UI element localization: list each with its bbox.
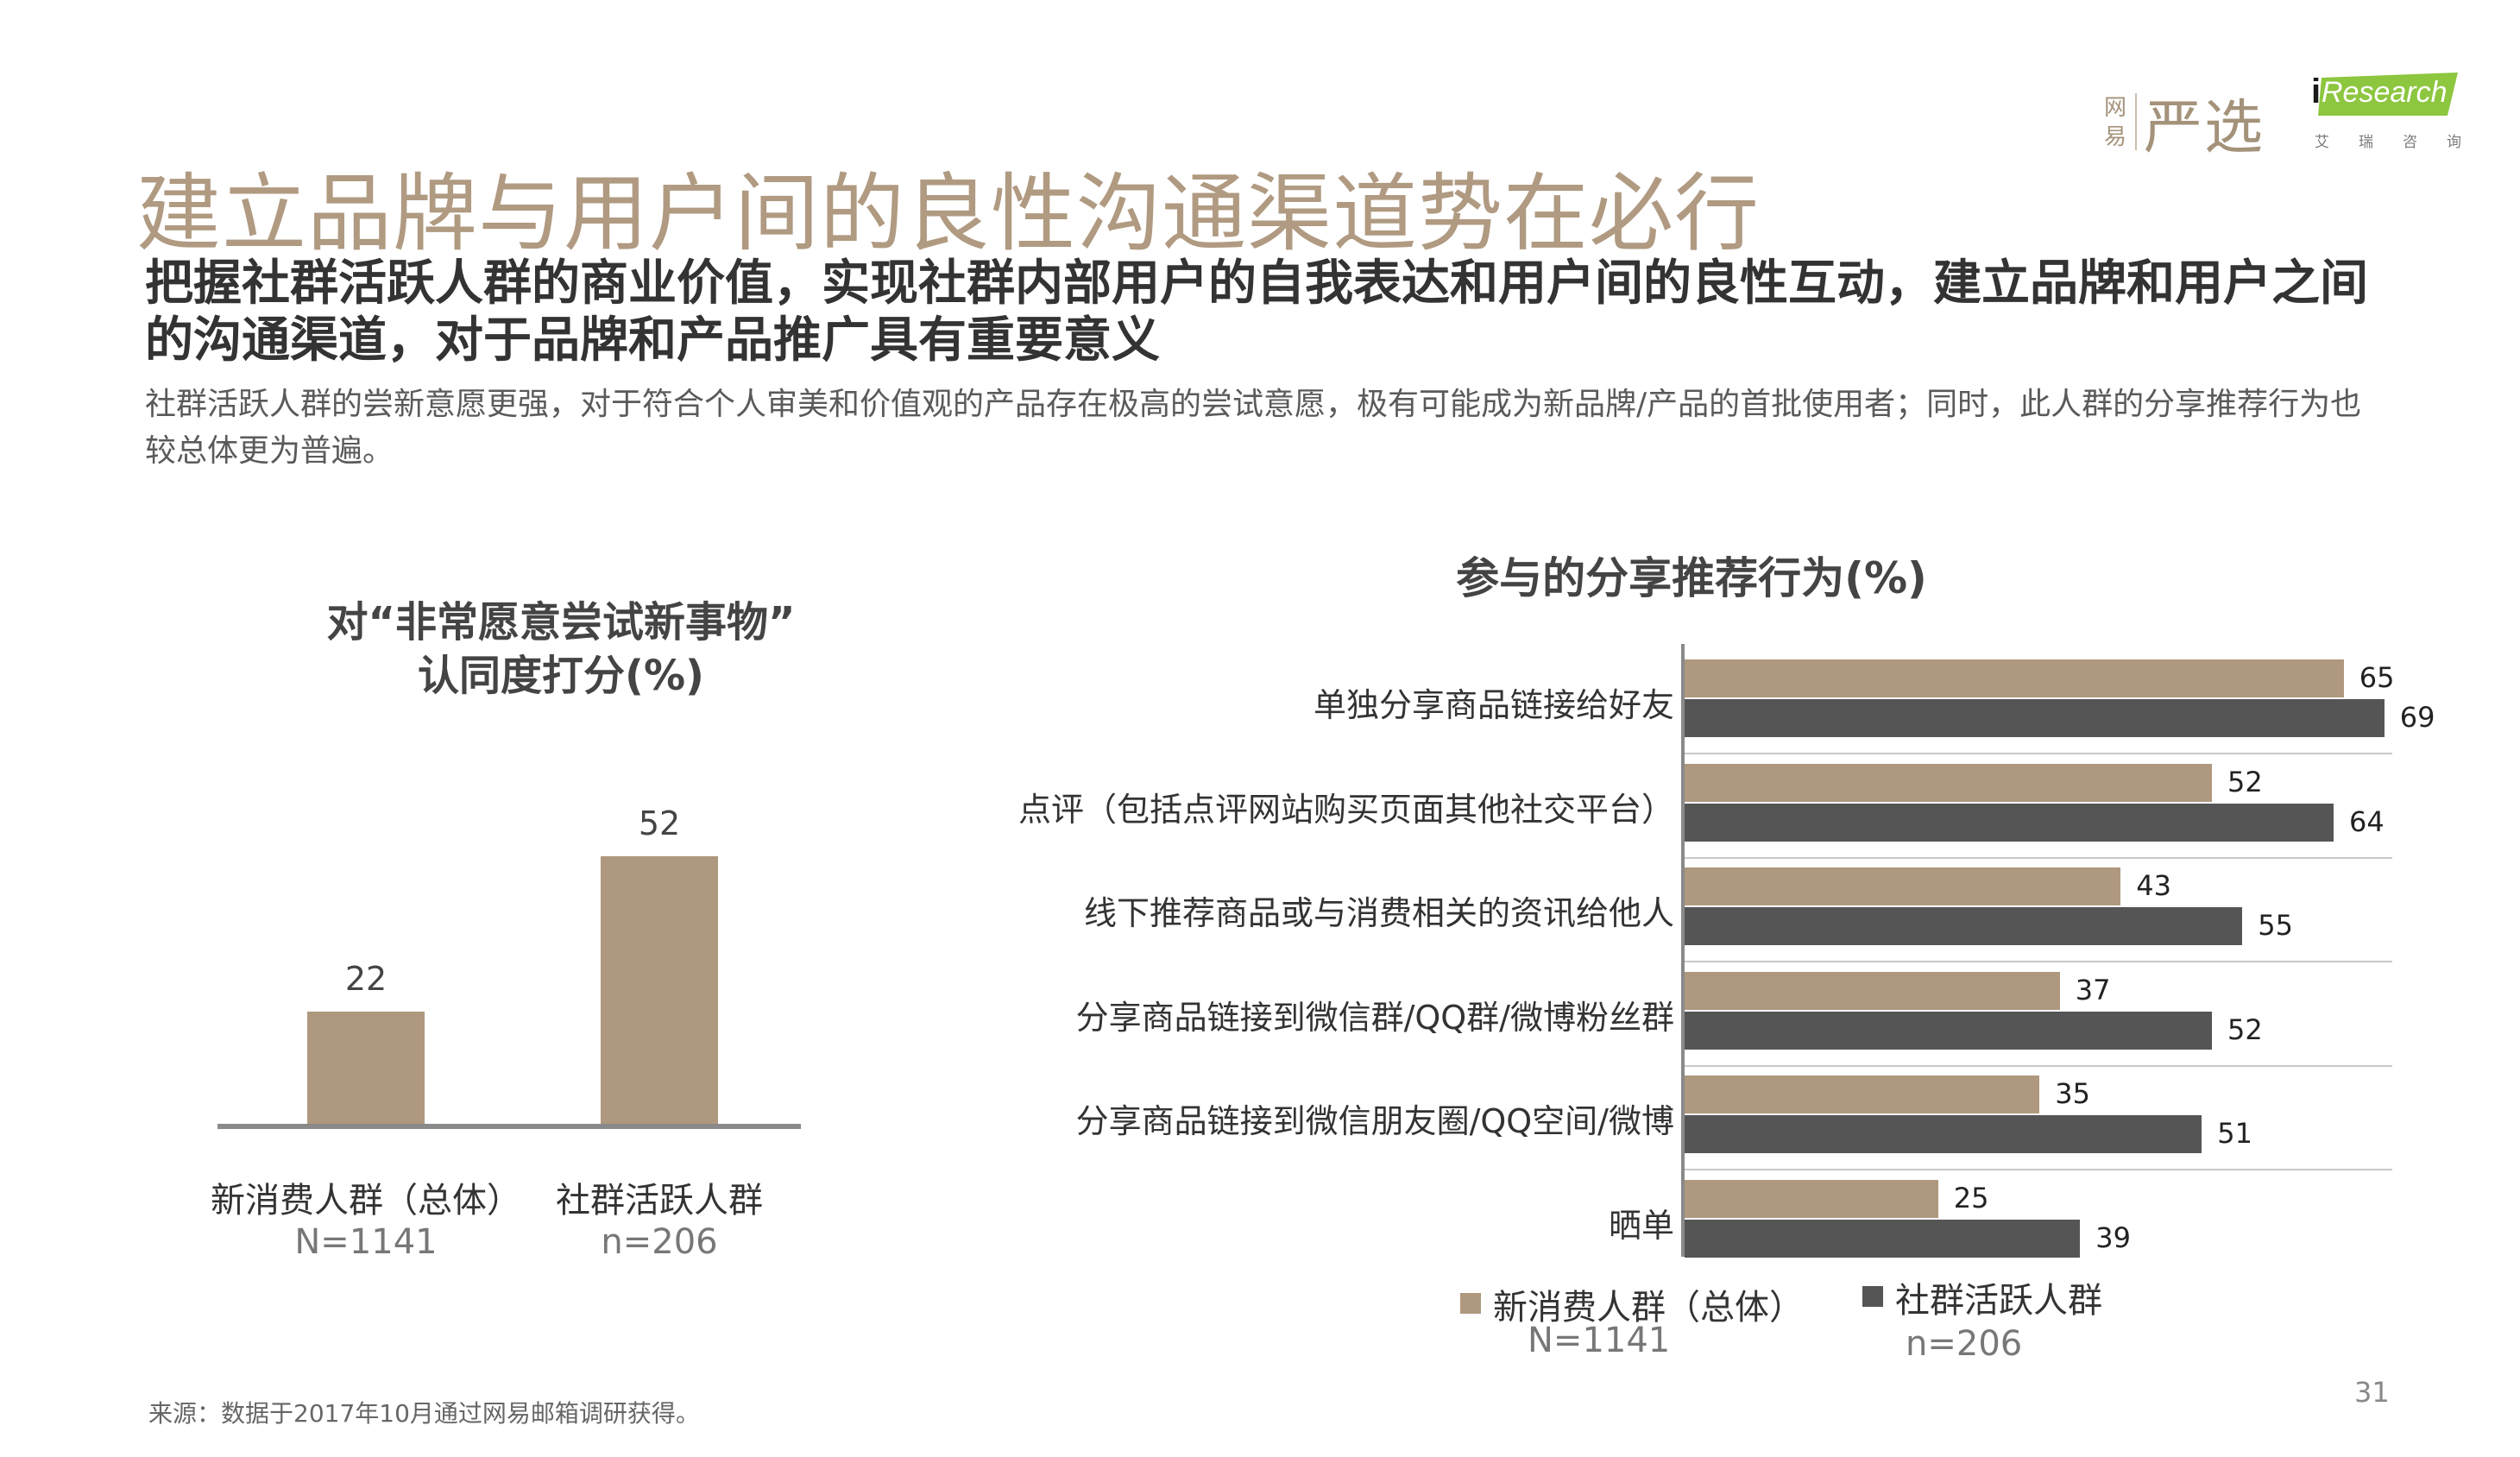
right-bar-total xyxy=(1685,1075,2040,1113)
right-row-separator xyxy=(1685,1169,2392,1170)
iresearch-sub-char: 艾 xyxy=(2315,134,2329,151)
right-bar-total xyxy=(1685,763,2212,802)
right-bar-value-total: 52 xyxy=(2227,765,2263,798)
right-bar-value-total: 35 xyxy=(2055,1077,2090,1110)
left-bar-value: 22 xyxy=(344,960,387,998)
page-description: 社群活跃人群的尝新意愿更强，对于符合个人审美和价值观的产品存在极高的尝试意愿，极… xyxy=(145,387,2362,469)
iresearch-logo-subtitle: 艾 瑞 咨 询 xyxy=(2315,129,2461,151)
page-subtitle: 把握社群活跃人群的商业价值，实现社群内部用户的自我表达和用户间的良性互动，建立品… xyxy=(145,255,2368,369)
legend-sample-community: n=206 xyxy=(1906,1324,2023,1364)
legend-swatch-community xyxy=(1862,1286,1883,1307)
left-category-label: 新消费人群（总体） xyxy=(211,1181,521,1220)
right-chart-title: 参与的分享推荐行为(%) xyxy=(1456,553,1927,603)
source-note: 来源：数据于2017年10月通过网易邮箱调研获得。 xyxy=(148,1399,700,1428)
right-bar-community xyxy=(1685,907,2243,945)
legend-label-community: 社群活跃人群 xyxy=(1895,1281,2102,1321)
right-chart-axis xyxy=(1681,644,1685,1257)
right-bar-value-community: 39 xyxy=(2095,1220,2131,1254)
left-sample-size: n=206 xyxy=(601,1222,718,1262)
legend-sample-total: N=1141 xyxy=(1528,1321,1671,1360)
yanxuan-logo-char: 网 xyxy=(2103,95,2126,121)
right-bar-community xyxy=(1685,1011,2212,1050)
right-category-label: 分享商品链接到微信群/QQ群/微博粉丝群 xyxy=(1075,998,1674,1037)
right-bar-value-community: 52 xyxy=(2227,1012,2263,1046)
right-bar-value-community: 55 xyxy=(2258,909,2293,942)
right-row-separator xyxy=(1685,961,2392,962)
right-bar-community xyxy=(1685,1115,2202,1153)
right-row-separator xyxy=(1685,753,2392,754)
right-category-label: 点评（包括点评网站购买页面其他社交平台） xyxy=(1017,790,1674,829)
iresearch-logo-i: i xyxy=(2311,73,2322,110)
page-number: 31 xyxy=(2354,1376,2390,1409)
left-bar xyxy=(307,1012,425,1126)
right-category-label: 分享商品链接到微信朋友圈/QQ空间/微博 xyxy=(1075,1102,1674,1140)
right-bar-community xyxy=(1685,1219,2081,1258)
right-bar-value-total: 43 xyxy=(2136,869,2171,902)
right-category-label: 线下推荐商品或与消费相关的资讯给他人 xyxy=(1083,894,1674,932)
left-chart-title-line: 对“非常愿意尝试新事物” xyxy=(326,598,796,647)
left-category-label: 社群活跃人群 xyxy=(556,1181,763,1220)
right-row-separator xyxy=(1685,1064,2392,1067)
right-bar-value-total: 65 xyxy=(2359,661,2395,694)
right-bar-total xyxy=(1685,867,2121,905)
logo-divider xyxy=(2135,93,2137,150)
right-bar-total xyxy=(1685,1179,1938,1218)
right-bar-community xyxy=(1685,699,2385,737)
right-category-label: 单独分享商品链接给好友 xyxy=(1313,686,1674,724)
right-bar-value-community: 64 xyxy=(2349,804,2385,838)
left-chart-title-line: 认同度打分(%) xyxy=(418,652,704,700)
iresearch-sub-char: 询 xyxy=(2447,134,2461,151)
right-bar-value-total: 25 xyxy=(1953,1181,1989,1214)
right-category-label: 晒单 xyxy=(1608,1206,1674,1245)
right-bar-community xyxy=(1685,803,2334,842)
page-title: 建立品牌与用户间的良性沟通渠道势在必行 xyxy=(136,165,1761,263)
left-chart-title: 对“非常愿意尝试新事物” 认同度打分(%) xyxy=(259,596,863,703)
yanxuan-logo-char: 易 xyxy=(2103,124,2126,150)
right-bar-value-community: 51 xyxy=(2217,1117,2252,1150)
legend-label-total: 新消费人群（总体） xyxy=(1493,1288,1804,1328)
iresearch-logo-badge xyxy=(2318,73,2458,116)
right-bar-value-community: 69 xyxy=(2399,701,2435,734)
left-sample-size: N=1141 xyxy=(294,1222,438,1262)
legend-swatch-total xyxy=(1460,1293,1481,1314)
left-bar-value: 52 xyxy=(638,804,681,842)
iresearch-sub-char: 瑞 xyxy=(2359,134,2373,151)
right-row-separator xyxy=(1685,856,2392,859)
left-chart-axis xyxy=(217,1124,801,1129)
yanxuan-logo-small: 网 易 xyxy=(2102,93,2128,152)
iresearch-logo-text: Research xyxy=(2322,76,2448,109)
left-bar xyxy=(601,856,718,1126)
right-bar-total xyxy=(1685,659,2344,697)
right-bar-value-total: 37 xyxy=(2075,973,2111,1006)
yanxuan-logo: 严选 xyxy=(2144,94,2265,162)
iresearch-sub-char: 咨 xyxy=(2403,134,2417,151)
right-bar-total xyxy=(1685,971,2060,1010)
